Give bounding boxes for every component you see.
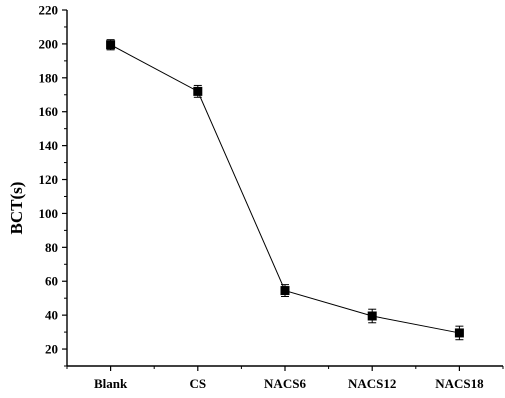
y-tick-label: 100	[39, 206, 59, 221]
data-point	[367, 311, 377, 321]
y-tick-label: 40	[45, 308, 58, 323]
series	[106, 39, 464, 341]
data-point	[193, 86, 203, 96]
y-axis-label: BCT(s)	[7, 182, 26, 235]
y-tick-label: 20	[45, 342, 58, 357]
data-point	[106, 40, 116, 50]
y-tick-label: 200	[39, 36, 59, 51]
x-tick-label: NACS12	[348, 376, 396, 391]
y-tick-label: 160	[39, 104, 59, 119]
x-tick-label: CS	[189, 376, 206, 391]
y-tick-label: 180	[39, 70, 59, 85]
y-tick-label: 80	[45, 240, 58, 255]
data-point	[454, 328, 464, 338]
x-tick-label: NACS6	[264, 376, 306, 391]
y-tick-label: 220	[39, 3, 59, 18]
data-point	[280, 286, 290, 296]
x-ticks: Blank CS NACS6 NACS12 NACS18	[66, 366, 504, 391]
x-tick-label: Blank	[94, 376, 128, 391]
x-tick-label: NACS18	[435, 376, 484, 391]
axes	[66, 10, 503, 367]
y-tick-label: 60	[45, 274, 58, 289]
y-tick-label: 140	[39, 138, 59, 153]
y-ticks: 20 40 60 80 100 120 140 160 180 200 220	[39, 3, 67, 367]
y-tick-label: 120	[39, 172, 59, 187]
